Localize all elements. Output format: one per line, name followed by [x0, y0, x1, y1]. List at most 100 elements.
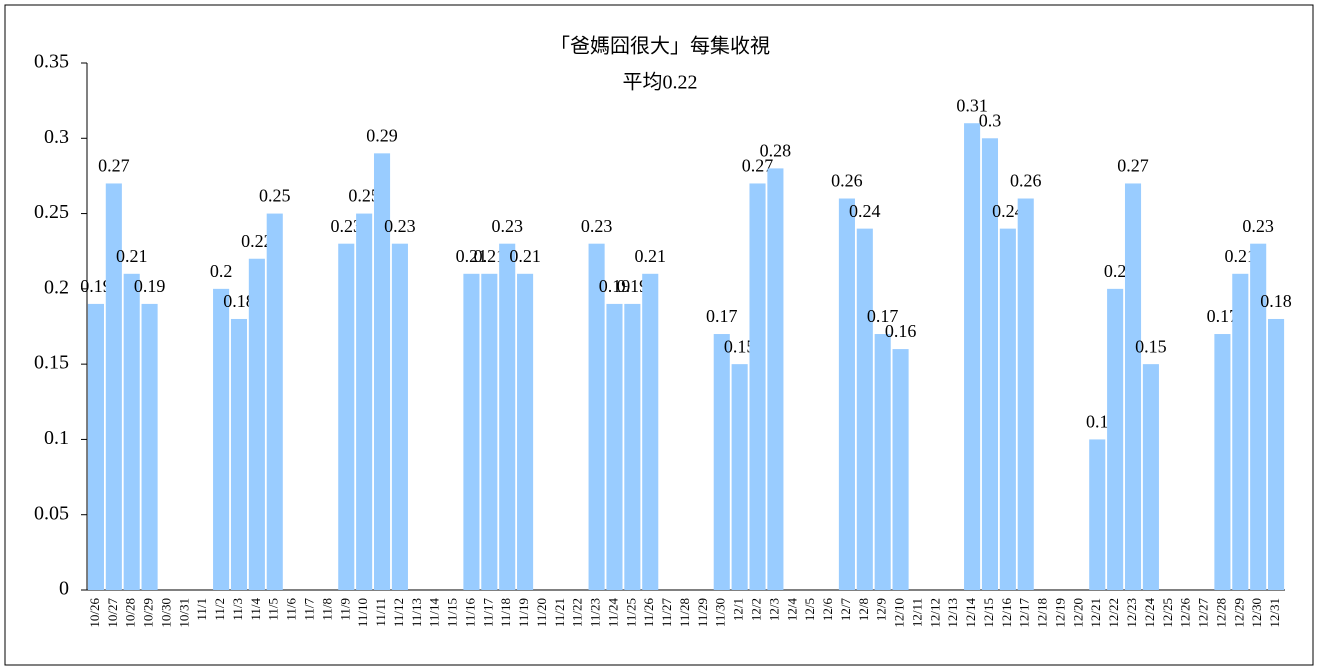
x-tick-label: 11/3 — [230, 598, 245, 621]
value-label: 0.17 — [1207, 306, 1239, 326]
bar — [1142, 364, 1159, 590]
bar — [606, 303, 623, 590]
bar — [1124, 183, 1142, 590]
x-tick-label: 11/13 — [409, 598, 424, 627]
x-tick-label: 12/22 — [1106, 598, 1121, 628]
x-tick-label: 12/21 — [1088, 598, 1103, 628]
bar — [1089, 439, 1106, 590]
value-label: 0.28 — [760, 141, 792, 161]
y-tick-label: 0.2 — [44, 276, 69, 298]
value-label: 0.27 — [742, 156, 774, 176]
bar — [856, 228, 873, 590]
x-tick-label: 11/14 — [427, 598, 442, 628]
bar — [356, 213, 373, 591]
x-tick-label: 11/25 — [623, 598, 638, 627]
x-tick-label: 11/15 — [445, 598, 460, 627]
bar — [1107, 288, 1124, 590]
value-label: 0.18 — [223, 291, 255, 311]
value-label: 0.23 — [331, 216, 363, 236]
value-label: 0.25 — [259, 186, 291, 206]
x-tick-label: 11/29 — [695, 598, 710, 627]
x-tick-label: 12/27 — [1196, 598, 1211, 628]
value-label: 0.16 — [885, 321, 917, 341]
y-tick-label: 0.1 — [44, 427, 69, 449]
bar — [141, 303, 158, 590]
x-tick-label: 12/17 — [1017, 598, 1032, 628]
x-tick-label: 11/10 — [355, 598, 370, 627]
y-tick-label: 0.25 — [34, 201, 69, 223]
x-tick-label: 11/18 — [498, 598, 513, 627]
value-label: 0.21 — [456, 246, 488, 266]
value-label: 0.2 — [1104, 261, 1127, 281]
x-tick-label: 10/27 — [105, 598, 120, 628]
bar — [1214, 334, 1231, 590]
x-tick-label: 10/31 — [176, 598, 191, 628]
y-tick-label: 0.35 — [34, 51, 69, 73]
bar — [499, 243, 516, 590]
x-tick-label: 11/22 — [570, 598, 585, 627]
bar — [874, 334, 891, 590]
bar — [373, 153, 391, 591]
bar — [338, 243, 355, 590]
x-tick-label: 11/28 — [677, 598, 692, 627]
x-tick-label: 12/29 — [1231, 598, 1246, 628]
bar — [481, 273, 498, 590]
x-tick-label: 12/23 — [1124, 598, 1139, 628]
x-tick-label: 11/1 — [194, 598, 209, 621]
value-label: 0.21 — [1225, 246, 1257, 266]
x-tick-label: 11/2 — [212, 598, 227, 621]
bar — [892, 349, 909, 590]
x-tick-label: 12/19 — [1052, 598, 1067, 628]
x-tick-label: 10/30 — [158, 598, 173, 628]
bar — [213, 288, 230, 590]
value-label: 0.19 — [80, 276, 112, 296]
bar — [105, 183, 122, 590]
value-label: 0.21 — [509, 246, 541, 266]
x-tick-label: 12/16 — [999, 598, 1014, 628]
value-label: 0.21 — [474, 246, 506, 266]
bar — [588, 243, 605, 590]
bar — [517, 273, 534, 590]
bar — [642, 273, 659, 590]
value-label: 0.26 — [1010, 171, 1042, 191]
x-tick-label: 11/24 — [605, 598, 620, 628]
bar — [248, 258, 265, 590]
value-label: 0.19 — [134, 276, 166, 296]
bar — [230, 318, 248, 590]
x-tick-label: 12/31 — [1267, 598, 1282, 628]
x-tick-label: 12/1 — [731, 598, 746, 621]
y-tick-label: 0.15 — [34, 352, 69, 374]
value-label: 0.23 — [384, 216, 416, 236]
x-tick-label: 12/5 — [802, 598, 817, 621]
x-tick-label: 11/7 — [301, 598, 316, 621]
x-tick-label: 12/12 — [927, 598, 942, 628]
x-tick-label: 11/27 — [659, 598, 674, 628]
x-tick-label: 10/26 — [87, 598, 102, 628]
x-tick-label: 12/18 — [1035, 598, 1050, 628]
x-tick-label: 11/9 — [337, 598, 352, 621]
x-tick-label: 11/19 — [516, 598, 531, 627]
bar — [964, 123, 981, 590]
x-tick-label: 10/29 — [141, 598, 156, 628]
x-tick-label: 12/20 — [1070, 598, 1085, 628]
bar — [87, 303, 104, 590]
x-tick-label: 12/7 — [838, 598, 853, 622]
value-label: 0.2 — [210, 261, 233, 281]
value-label: 0.21 — [116, 246, 148, 266]
x-tick-label: 11/11 — [373, 598, 388, 627]
chart-subtitle: 平均0.22 — [623, 71, 698, 94]
value-label: 0.19 — [617, 276, 649, 296]
bar — [391, 243, 408, 590]
x-tick-label: 12/26 — [1178, 598, 1193, 628]
bar — [624, 303, 641, 590]
value-label: 0.31 — [956, 95, 988, 115]
value-label: 0.22 — [241, 231, 273, 251]
x-tick-label: 11/6 — [284, 598, 299, 621]
value-label: 0.23 — [581, 216, 613, 236]
bar — [463, 273, 480, 590]
x-tick-label: 11/16 — [462, 598, 477, 628]
bar — [1017, 198, 1034, 590]
value-label: 0.26 — [831, 171, 863, 191]
bar — [999, 228, 1016, 590]
